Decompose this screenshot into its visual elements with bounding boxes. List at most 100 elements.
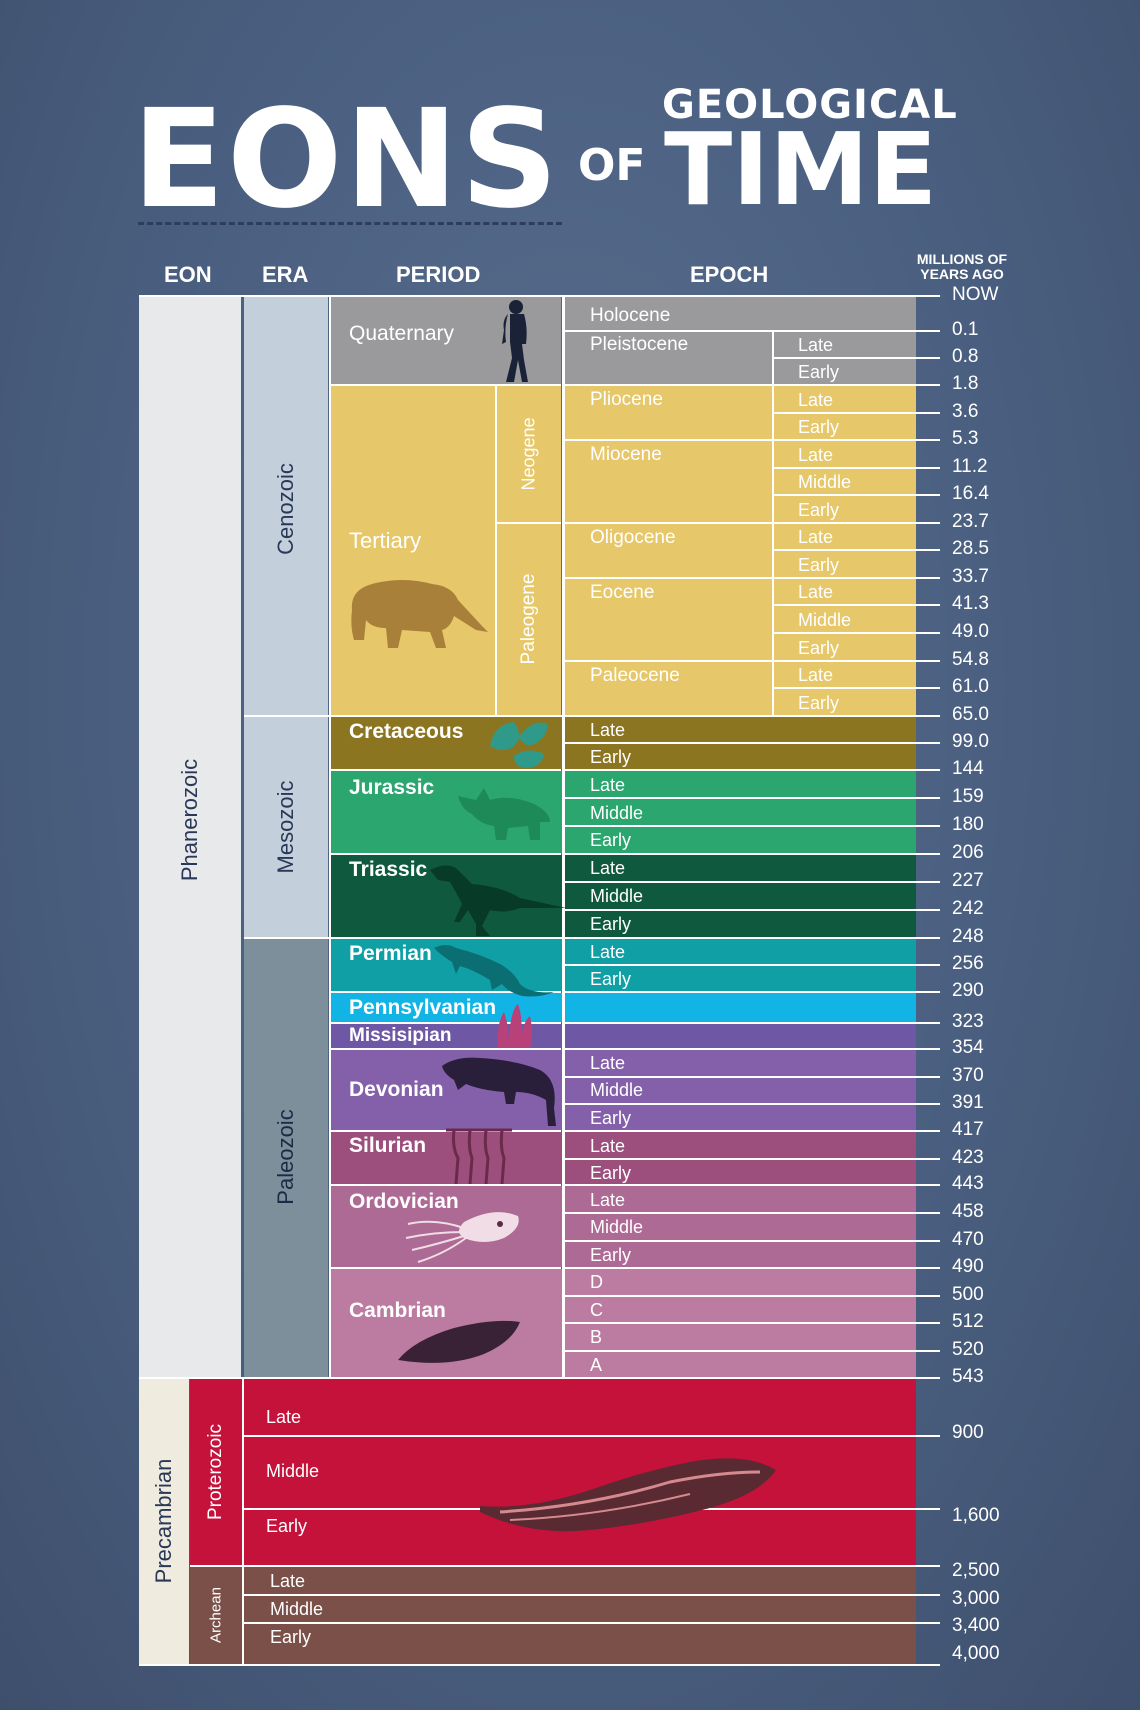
mya-tick	[916, 964, 940, 966]
mya-label: 2,500	[952, 1560, 1000, 1581]
mya-label: NOW	[952, 284, 999, 305]
sep	[774, 549, 916, 551]
mya-label: 256	[952, 953, 984, 974]
precambrian-epoch-label: Early	[266, 1516, 308, 1536]
subepoch-label: Late	[798, 335, 834, 355]
mya-label: 417	[952, 1119, 984, 1140]
subperiod-paleogene-label: Paleogene	[518, 573, 539, 665]
epoch-oligocene: Oligocene	[590, 527, 676, 548]
period-permian-label: Permian	[349, 942, 432, 965]
sep	[564, 769, 916, 771]
period-jurassic-label: Jurassic	[349, 776, 435, 799]
mya-tick	[916, 1022, 940, 1024]
mya-tick	[916, 412, 940, 414]
sep	[564, 1076, 916, 1078]
mya-tick	[916, 1435, 940, 1437]
sep	[331, 769, 561, 771]
mya-tick	[916, 1565, 940, 1567]
epoch-label: Early	[590, 830, 632, 850]
period-triassic-label: Triassic	[349, 858, 428, 881]
epoch-label: Late	[590, 720, 626, 740]
triceratops-icon	[458, 788, 550, 840]
era-paleozoic-label: Paleozoic	[273, 1109, 298, 1205]
period-ordovician-label: Ordovician	[349, 1190, 459, 1213]
subperiod-neogene-label: Neogene	[518, 417, 539, 491]
header-mya-line2: YEARS AGO	[920, 266, 1004, 282]
sep	[564, 742, 916, 744]
sep	[564, 1184, 916, 1186]
header-epoch: EPOCH	[690, 262, 769, 287]
sep	[244, 1594, 916, 1596]
mya-tick	[916, 1076, 940, 1078]
mya-tick	[916, 742, 940, 744]
mya-tick	[916, 1103, 940, 1105]
mya-label: 520	[952, 1339, 984, 1360]
era-cenozoic: Cenozoic	[244, 297, 328, 715]
mya-tick	[916, 1130, 940, 1132]
period-jurassic	[331, 771, 916, 853]
mya-label: 41.3	[952, 593, 989, 614]
trilobite-icon	[398, 1320, 520, 1363]
mya-label: 248	[952, 926, 984, 947]
title-underline	[138, 222, 562, 225]
mya-tick	[916, 715, 940, 717]
mya-label: 54.8	[952, 649, 989, 670]
coral-icon	[497, 1004, 532, 1048]
mya-tick	[916, 1350, 940, 1352]
era-paleozoic: Paleozoic	[244, 939, 328, 1379]
mya-label: 227	[952, 870, 984, 891]
mya-tick	[916, 577, 940, 579]
sep	[564, 797, 916, 799]
mya-tick	[916, 909, 940, 911]
period-silurian-label: Silurian	[349, 1134, 427, 1157]
period-devonian	[331, 1050, 916, 1130]
mya-label: 144	[952, 758, 984, 779]
epoch-holocene: Holocene	[590, 305, 671, 326]
mya-tick	[916, 522, 940, 524]
sep	[564, 1350, 916, 1352]
sep	[564, 522, 916, 524]
precambrian-epoch-label: Late	[266, 1407, 302, 1427]
header-mya-line1: MILLIONS OF	[916, 251, 1008, 267]
sep	[331, 853, 561, 855]
sep	[564, 577, 916, 579]
mya-label: 3,400	[952, 1615, 1000, 1636]
eon-precambrian: Precambrian	[139, 1379, 189, 1664]
mya-label: 543	[952, 1366, 984, 1387]
sep	[331, 1267, 561, 1269]
mya-label: 159	[952, 786, 984, 807]
eon-phanerozoic-label: Phanerozoic	[177, 758, 202, 882]
precambrian-epoch-label: Middle	[266, 1461, 320, 1481]
era-mesozoic: Mesozoic	[244, 717, 328, 937]
epoch-label: C	[590, 1300, 603, 1320]
sep	[244, 715, 916, 717]
mya-label: 512	[952, 1311, 984, 1332]
sep	[331, 1048, 561, 1050]
mya-label: 99.0	[952, 731, 989, 752]
mya-label: 391	[952, 1092, 984, 1113]
subepoch-label: Early	[798, 693, 840, 713]
mya-label: 470	[952, 1229, 984, 1250]
mya-tick	[916, 439, 940, 441]
mya-label: 1,600	[952, 1505, 1000, 1526]
header-period: PERIOD	[396, 262, 481, 287]
sep	[190, 1565, 916, 1567]
title-time: TIME	[664, 111, 938, 228]
mya-label: 900	[952, 1422, 984, 1443]
epoch-pliocene: Pliocene	[590, 389, 663, 410]
sep	[774, 357, 916, 359]
sep	[774, 412, 916, 414]
epoch-pleistocene: Pleistocene	[590, 334, 689, 355]
mya-tick	[916, 687, 940, 689]
mya-tick	[916, 494, 940, 496]
subperiod-neogene: Neogene	[497, 386, 561, 522]
sep	[774, 467, 916, 469]
epoch-label: Late	[590, 775, 626, 795]
mya-label: 4,000	[952, 1643, 1000, 1664]
subperiod-paleogene: Paleogene	[497, 524, 561, 715]
period-ordovician	[331, 1186, 916, 1267]
sep	[774, 632, 916, 634]
mya-tick	[916, 467, 940, 469]
header-eon: EON	[164, 262, 212, 287]
mya-label: 323	[952, 1011, 984, 1032]
